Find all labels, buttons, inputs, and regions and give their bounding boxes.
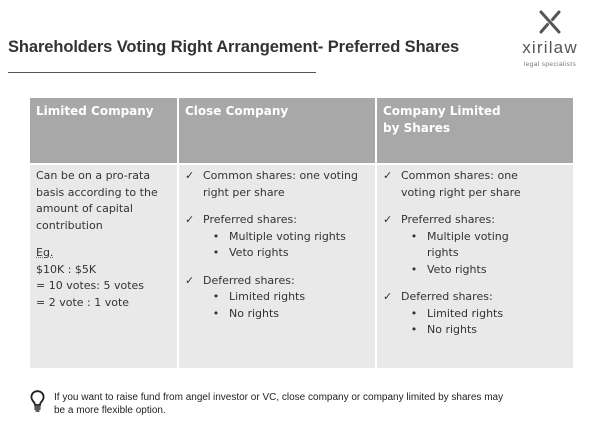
sub-bullet: • Multiple voting rights bbox=[383, 229, 567, 262]
description-line: amount of capital bbox=[36, 202, 133, 215]
lightbulb-icon bbox=[30, 390, 45, 412]
table-header-row: Limited Company Close Company Company Li… bbox=[30, 98, 573, 164]
item-text: Common shares: one voting bbox=[203, 169, 358, 182]
sub-item-text: Multiple voting rights bbox=[229, 229, 346, 243]
tip-text: If you want to raise fund from angel inv… bbox=[54, 392, 594, 417]
deferred-shares-item: ✓ Deferred shares: bbox=[383, 289, 567, 306]
item-text: Preferred shares: bbox=[203, 213, 297, 226]
sub-bullet: • Limited rights bbox=[383, 306, 567, 323]
bullet-icon: • bbox=[410, 323, 418, 336]
header-text: Limited Company bbox=[36, 104, 154, 118]
bullet-icon: • bbox=[410, 229, 418, 243]
sub-item-text: No rights bbox=[427, 323, 478, 336]
item-text: voting right per share bbox=[401, 185, 521, 199]
sub-bullet: • Veto rights bbox=[383, 262, 567, 279]
example-line: = 10 votes: 5 votes bbox=[36, 279, 145, 292]
preferred-shares-item: ✓ Preferred shares: bbox=[383, 212, 567, 229]
item-text: Common shares: one bbox=[401, 169, 518, 182]
sub-item-text: Limited rights bbox=[427, 306, 504, 320]
item-text: Deferred shares: bbox=[203, 273, 295, 287]
common-shares-item: ✓ Common shares: one voting right per sh… bbox=[185, 168, 369, 201]
checkmark-icon: ✓ bbox=[383, 290, 393, 303]
sub-bullet: • No rights bbox=[185, 306, 369, 323]
bullet-icon: • bbox=[410, 262, 418, 276]
header-text: Company Limited bbox=[383, 104, 501, 118]
common-shares-item: ✓ Common shares: one voting right per sh… bbox=[383, 168, 567, 201]
logo-tagline: legal specialists bbox=[523, 61, 577, 68]
description-line: Can be on a pro-rata bbox=[36, 169, 151, 182]
header-text: by Shares bbox=[383, 121, 451, 136]
item-text: Deferred shares: bbox=[401, 290, 493, 303]
header-limited-company: Limited Company bbox=[30, 98, 179, 164]
checkmark-icon: ✓ bbox=[383, 213, 393, 226]
bullet-icon: • bbox=[212, 246, 220, 259]
header-close-company: Close Company bbox=[178, 98, 377, 164]
example-line: = 2 vote : 1 vote bbox=[36, 295, 130, 309]
header-company-limited-by-shares: Company Limited by Shares bbox=[376, 98, 573, 164]
bullet-icon: • bbox=[410, 306, 418, 320]
title-underline bbox=[8, 72, 316, 73]
preferred-shares-item: ✓ Preferred shares: bbox=[185, 212, 369, 229]
checkmark-icon: ✓ bbox=[185, 273, 195, 287]
checkmark-icon: ✓ bbox=[185, 213, 195, 226]
checkmark-icon: ✓ bbox=[185, 169, 195, 182]
header-text: Close Company bbox=[185, 104, 289, 118]
item-text: right per share bbox=[203, 185, 285, 199]
cell-company-limited-by-shares: ✓ Common shares: one voting right per sh… bbox=[376, 163, 573, 368]
tip-line: be a more flexible option. bbox=[54, 404, 166, 416]
tip-line: If you want to raise fund from angel inv… bbox=[54, 392, 504, 403]
checkmark-icon: ✓ bbox=[383, 169, 393, 182]
example-line: $10K : $5K bbox=[36, 262, 97, 276]
cell-close-company: ✓ Common shares: one voting right per sh… bbox=[178, 163, 377, 368]
voting-rights-table: Limited Company Close Company Company Li… bbox=[30, 98, 573, 368]
xirilaw-logo: xirilaw legal specialists bbox=[506, 6, 594, 74]
x-mark-icon bbox=[539, 10, 561, 34]
sub-item-text: rights bbox=[427, 246, 459, 259]
sub-item-text: Veto rights bbox=[229, 246, 289, 259]
page-title: Shareholders Voting Right Arrangement- P… bbox=[8, 38, 460, 56]
sub-item-text: Veto rights bbox=[427, 262, 487, 276]
cell-limited-company: Can be on a pro-rata basis according to … bbox=[30, 163, 179, 368]
sub-bullet: • No rights bbox=[383, 322, 567, 339]
sub-item-text: Limited rights bbox=[229, 290, 306, 303]
tip-note: If you want to raise fund from angel inv… bbox=[30, 390, 590, 424]
sub-item-text: No rights bbox=[229, 306, 280, 320]
description-line: contribution bbox=[36, 218, 103, 232]
sub-bullet: • Limited rights bbox=[185, 289, 369, 306]
sub-bullet: • Veto rights bbox=[185, 245, 369, 262]
sub-item-text: Multiple voting bbox=[427, 229, 509, 243]
description-line: basis according to the bbox=[36, 185, 158, 199]
logo-name: xirilaw bbox=[522, 38, 578, 57]
bullet-icon: • bbox=[212, 229, 220, 243]
bullet-icon: • bbox=[212, 306, 220, 320]
bullet-icon: • bbox=[212, 290, 220, 303]
example-label: Eg. bbox=[36, 246, 54, 259]
deferred-shares-item: ✓ Deferred shares: bbox=[185, 273, 369, 290]
item-text: Preferred shares: bbox=[401, 213, 495, 226]
table-body-row: Can be on a pro-rata basis according to … bbox=[30, 163, 573, 368]
sub-bullet: • Multiple voting rights bbox=[185, 229, 369, 246]
